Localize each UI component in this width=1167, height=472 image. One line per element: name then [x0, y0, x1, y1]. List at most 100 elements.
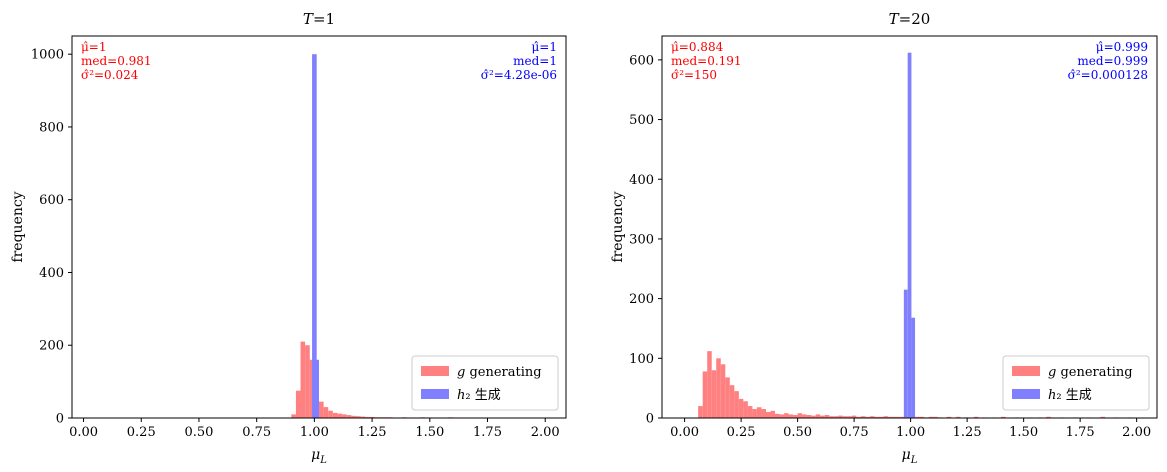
histogram-bar	[711, 370, 717, 418]
histogram-bar	[860, 416, 866, 418]
histogram-bar	[802, 414, 807, 418]
y-tick-label: 0	[646, 412, 654, 427]
histogram-bar	[856, 416, 861, 418]
histogram-bar	[300, 341, 306, 418]
stat-line: μ̂=0.999	[1096, 40, 1148, 54]
histogram-bar	[919, 416, 925, 418]
histogram-bar	[312, 54, 317, 418]
histogram-bar	[743, 401, 748, 418]
histogram-bar	[847, 416, 852, 418]
x-axis-label: μL	[902, 447, 918, 466]
histogram-bar	[811, 415, 816, 418]
histogram-bar	[911, 317, 916, 418]
stat-line: μ̂=1	[532, 40, 558, 54]
legend-swatch-h2	[421, 389, 449, 399]
histogram-bar	[716, 358, 721, 418]
histogram-bar	[973, 416, 979, 418]
histogram-bar	[928, 416, 934, 418]
legend-swatch-g	[421, 366, 449, 376]
histogram-bar	[851, 415, 857, 418]
histogram-bar	[793, 415, 798, 418]
panel-title: T=20	[889, 10, 931, 28]
y-tick-label: 200	[39, 339, 64, 354]
x-tick-label: 1.75	[1066, 425, 1095, 440]
histogram-bar	[784, 413, 789, 418]
histogram-bar	[738, 398, 744, 418]
histogram-bar	[892, 416, 898, 418]
histogram-bar	[720, 364, 726, 418]
histogram-bar	[328, 410, 333, 418]
y-tick-label: 500	[629, 113, 654, 128]
x-tick-label: 1.25	[358, 425, 387, 440]
histogram-bar	[775, 413, 780, 418]
chart-panel-1: 0.00 0.25 0.50 0.75 1.00 1.25 1.50 1.75 2.00 0 200…	[10, 10, 567, 466]
y-tick-label: 400	[629, 173, 654, 188]
histogram-bar	[761, 409, 766, 418]
histogram-bar	[824, 415, 830, 418]
histogram-bar	[351, 415, 356, 418]
stat-line: μ̂=1	[81, 40, 107, 54]
x-axis-ticks: 0.00 0.25 0.50 0.75 1.00 1.25 1.50 1.75 2.00	[69, 418, 560, 440]
histogram-bar	[779, 414, 785, 418]
y-axis-ticks: 0 200 400 600 800 1000	[31, 48, 72, 427]
y-tick-label: 1000	[31, 48, 64, 63]
x-tick-label: 0.25	[127, 425, 156, 440]
y-tick-label: 200	[629, 292, 654, 307]
y-tick-label: 600	[629, 53, 654, 68]
y-axis-label: frequency	[10, 191, 26, 262]
histogram-bar	[734, 391, 739, 418]
histogram-bar	[346, 415, 352, 418]
x-tick-label: 1.25	[953, 425, 982, 440]
stat-line: σ̂²=0.000128	[1068, 68, 1148, 82]
x-tick-label: 0.25	[727, 425, 756, 440]
panel-title: T=1	[303, 10, 335, 28]
legend-label-g: g generating	[1048, 365, 1133, 380]
x-tick-label: 0.00	[670, 425, 699, 440]
histogram-bar	[788, 414, 794, 418]
x-tick-label: 0.00	[69, 425, 98, 440]
histogram-bar	[314, 359, 319, 418]
series-h2	[903, 52, 916, 419]
legend-swatch-g	[1012, 366, 1040, 376]
histogram-bar	[829, 416, 834, 418]
x-tick-label: 0.50	[783, 425, 812, 440]
stat-line: μ̂=0.884	[671, 40, 724, 54]
histogram-bar	[305, 345, 310, 418]
legend-swatch-h2	[1012, 389, 1040, 399]
x-tick-label: 0.75	[242, 425, 271, 440]
histogram-bar	[295, 390, 301, 418]
y-axis-ticks: 0 100 200 300 400 500 600	[629, 53, 662, 427]
histogram-bar	[747, 406, 753, 418]
stat-line: σ̂²=150	[671, 68, 717, 82]
histogram-bar	[698, 406, 703, 418]
histogram-bar	[756, 407, 762, 418]
stat-line: med=0.191	[671, 54, 742, 68]
y-tick-label: 600	[39, 193, 64, 208]
histogram-bar	[360, 416, 366, 418]
x-tick-label: 2.00	[1122, 425, 1151, 440]
histogram-bar	[833, 416, 839, 418]
histogram-bar	[869, 416, 875, 418]
stat-line: med=0.981	[81, 54, 152, 68]
x-axis-ticks: 0.00 0.25 0.50 0.75 1.00 1.25 1.50 1.75 2.00	[670, 418, 1151, 440]
stat-line: σ̂²=4.28e-06	[481, 68, 557, 82]
x-tick-label: 1.00	[300, 425, 329, 440]
x-tick-label: 1.75	[473, 425, 502, 440]
legend-label-h2: h₂ 生成	[1048, 388, 1092, 403]
histogram-bar	[883, 416, 889, 418]
histogram-bar	[765, 412, 771, 418]
histogram-bar	[915, 416, 920, 418]
y-tick-label: 0	[56, 412, 64, 427]
histogram-bar	[933, 416, 938, 418]
histogram-bar	[955, 416, 961, 418]
legend-label-g: g generating	[457, 365, 542, 380]
histogram-bar	[707, 351, 712, 418]
histogram-bar	[815, 414, 821, 418]
histogram-bar	[1046, 416, 1051, 418]
histogram-bar	[355, 416, 361, 418]
histogram-bar	[332, 412, 338, 418]
y-tick-label: 800	[39, 120, 64, 135]
histogram-bar	[806, 415, 812, 418]
